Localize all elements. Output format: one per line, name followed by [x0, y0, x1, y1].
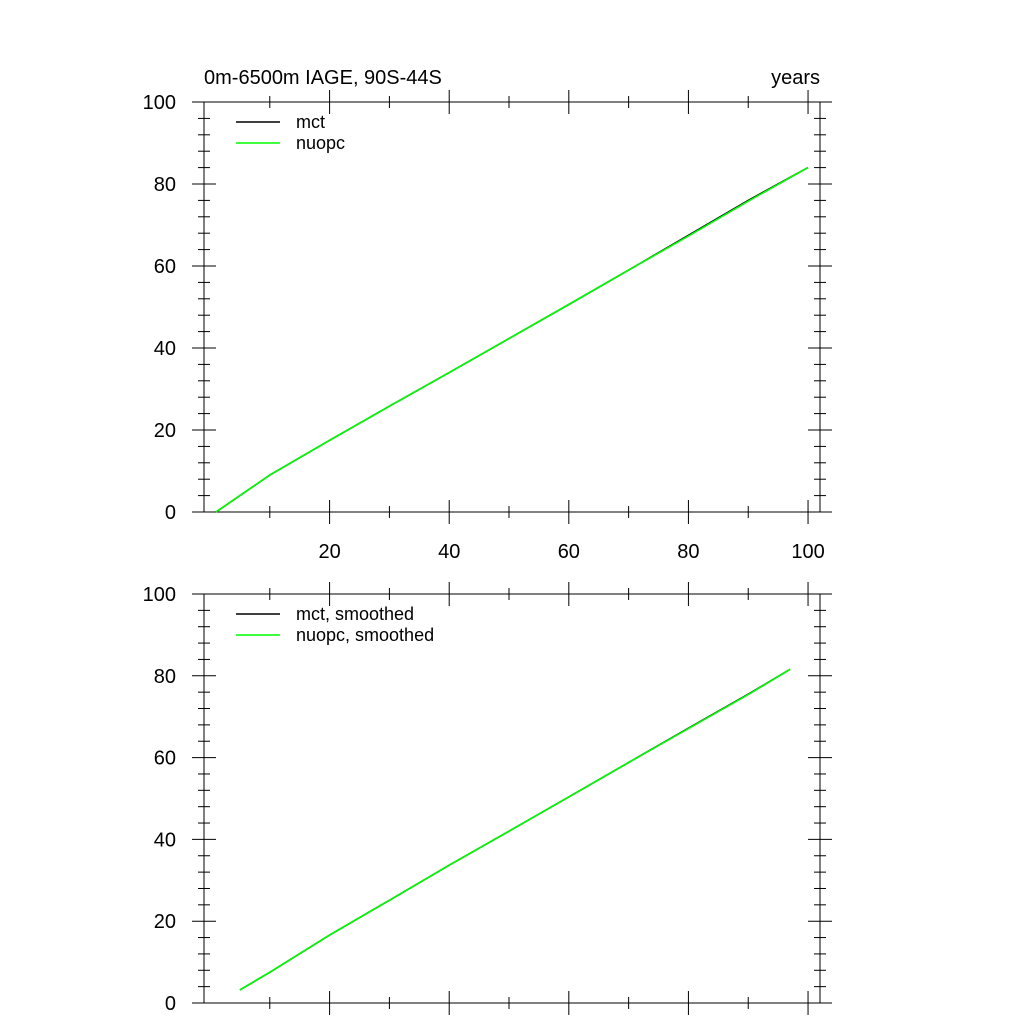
plot-frame — [203, 101, 821, 513]
series-line-nuopc-smoothed — [239, 668, 791, 991]
y-tick-label: 40 — [154, 829, 176, 851]
legend-label: mct — [296, 112, 325, 132]
x-tick-label: 40 — [438, 541, 460, 563]
y-tick-label: 80 — [154, 174, 176, 196]
legend-label: nuopc, smoothed — [296, 625, 434, 645]
plot-title: 0m-6500m IAGE, 90S-44S — [204, 67, 442, 89]
y-tick-label: 40 — [154, 338, 176, 360]
x-tick-label: 100 — [791, 541, 824, 563]
y-tick-label: 100 — [143, 584, 176, 606]
y-tick-label: 20 — [154, 420, 176, 442]
series-line-mct — [215, 166, 809, 513]
y-tick-label: 60 — [154, 748, 176, 770]
series-line-nuopc — [215, 166, 809, 513]
plot-frame — [203, 593, 821, 1004]
y-tick-label: 20 — [154, 911, 176, 933]
units-label: years — [771, 67, 820, 89]
y-tick-label: 100 — [143, 92, 176, 114]
y-tick-label: 0 — [165, 993, 176, 1015]
y-tick-label: 0 — [165, 502, 176, 524]
x-tick-label: 60 — [558, 541, 580, 563]
y-tick-label: 80 — [154, 666, 176, 688]
legend-label: mct, smoothed — [296, 604, 414, 624]
y-tick-label: 60 — [154, 256, 176, 278]
x-tick-label: 20 — [318, 541, 340, 563]
x-tick-label: 80 — [677, 541, 699, 563]
legend-label: nuopc — [296, 133, 345, 153]
